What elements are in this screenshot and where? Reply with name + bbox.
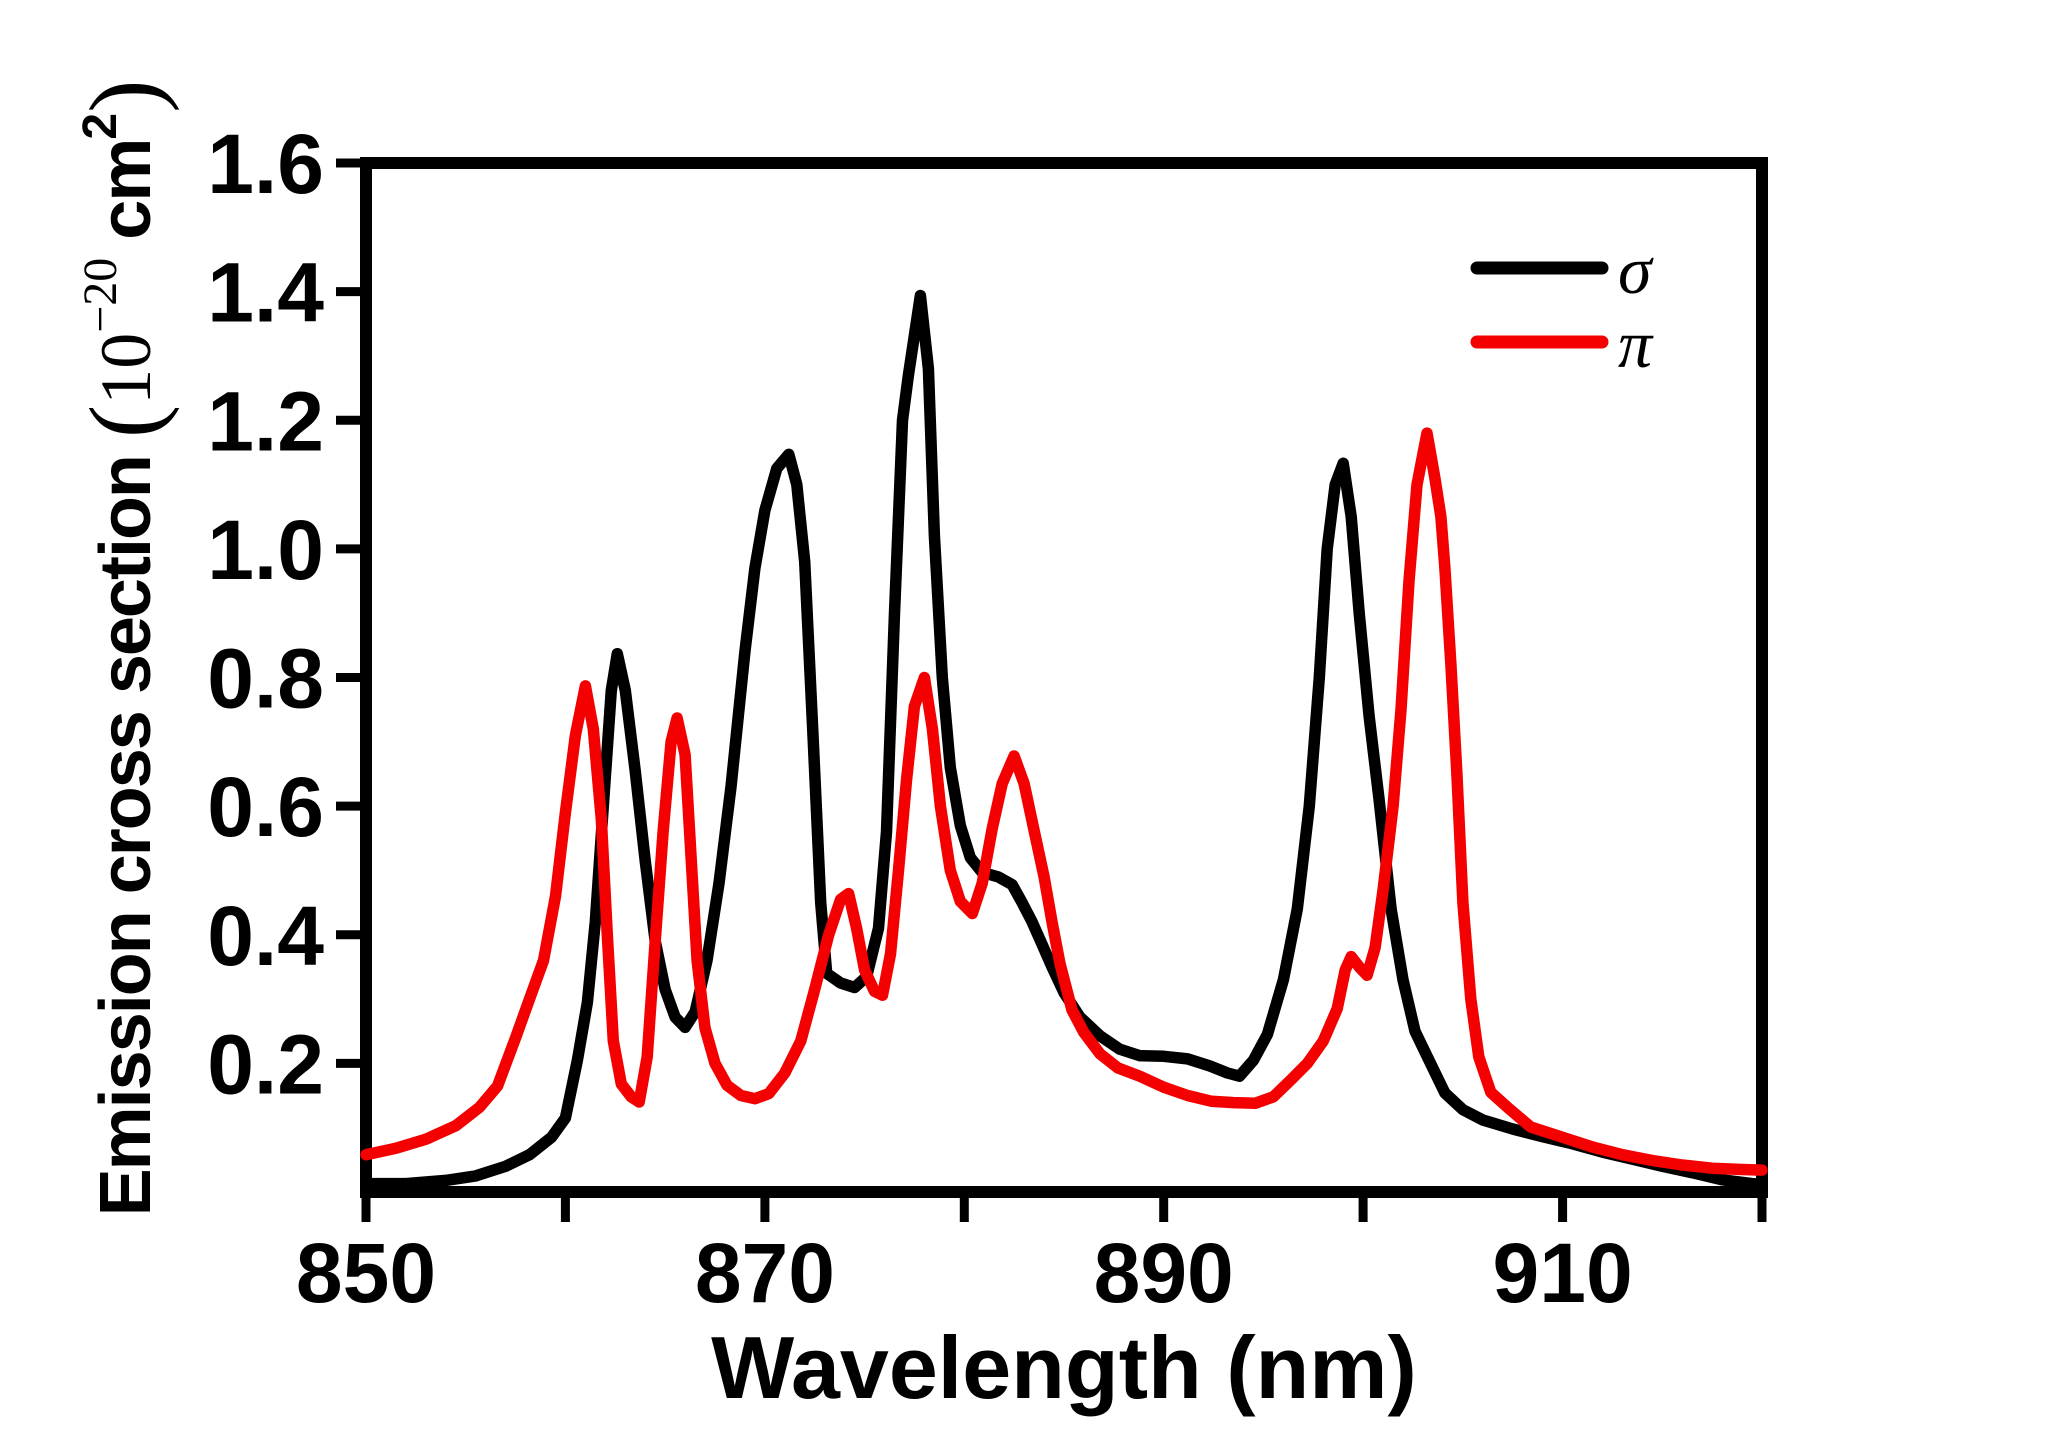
y-axis-label-unit: cm — [86, 140, 166, 258]
y-axis-label-open-paren: ( — [69, 405, 180, 438]
y-tick-label: 1.2 — [207, 374, 324, 468]
legend-sigma-label: σ — [1618, 232, 1654, 308]
legend: σ π — [1470, 232, 1654, 382]
y-tick-label: 0.4 — [207, 889, 324, 983]
plot-border — [360, 157, 1768, 1198]
curve-pi — [360, 427, 1768, 1176]
y-tick-label: 0.6 — [207, 760, 324, 854]
x-axis-label: Wavelength (nm) — [711, 1318, 1417, 1417]
x-ticks — [361, 1196, 1767, 1222]
y-tick-label: 1.6 — [207, 117, 324, 211]
x-tick-label: 870 — [695, 1226, 835, 1320]
y-tick-label: 0.2 — [207, 1017, 324, 1111]
y-tick-label: 1.0 — [207, 503, 324, 597]
x-tick-labels: 850 870 890 910 — [296, 1226, 1633, 1320]
y-axis-label-close-paren: ) — [69, 80, 180, 113]
curve-sigma — [360, 289, 1768, 1191]
y-tick-label: 1.4 — [207, 246, 324, 340]
x-tick-label: 910 — [1493, 1226, 1633, 1320]
series-curves — [360, 289, 1768, 1191]
y-ticks — [336, 158, 362, 1068]
y-axis-label: Emission cross section (10−20 cm2) — [69, 80, 180, 1217]
y-axis-label-exponent: −20 — [74, 258, 127, 333]
x-tick-label: 890 — [1094, 1226, 1234, 1320]
y-tick-label: 0.8 — [207, 632, 324, 726]
y-tick-labels: 0.2 0.4 0.6 0.8 1.0 1.2 1.4 1.6 — [207, 117, 324, 1111]
y-axis-label-mantissa: 10 — [86, 333, 166, 405]
x-tick-label: 850 — [296, 1226, 436, 1320]
y-axis-label-unit-exponent: 2 — [74, 113, 127, 140]
legend-pi-label: π — [1618, 306, 1654, 382]
y-axis-label-text: Emission cross section — [86, 438, 166, 1216]
